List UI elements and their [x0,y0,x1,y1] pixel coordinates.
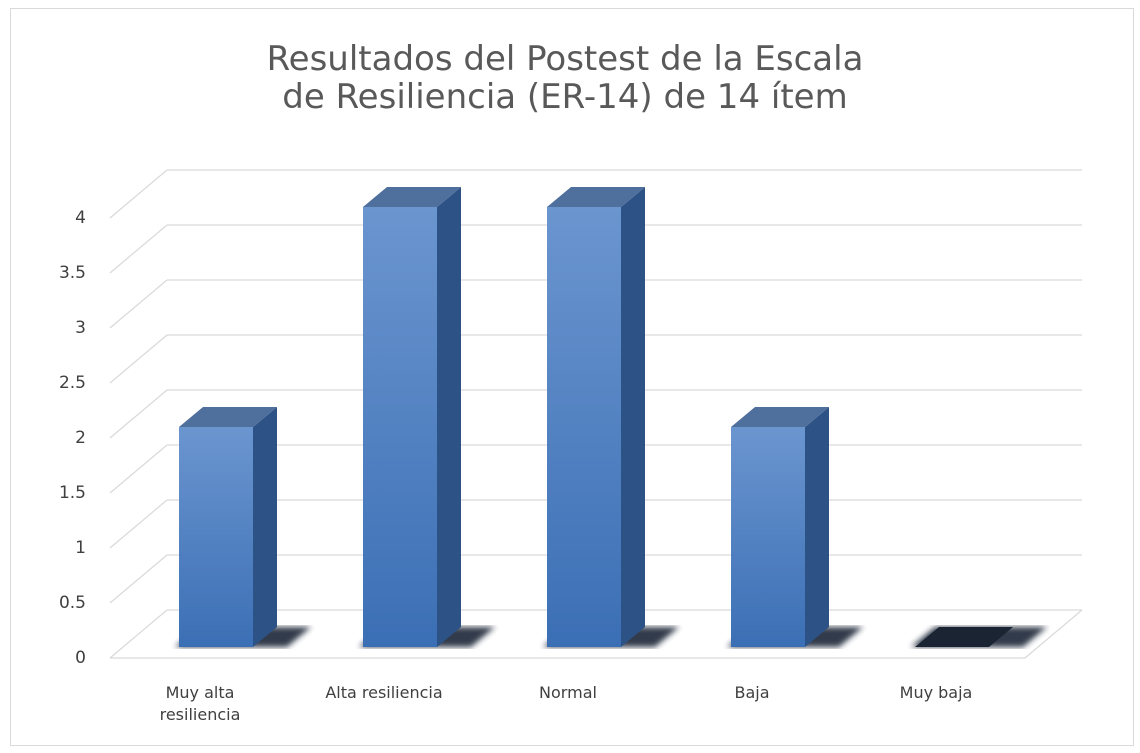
chart-title: Resultados del Postest de la Escala de R… [266,39,864,117]
grid-line-side [109,499,168,549]
x-tick-label: Muy alta resiliencia [159,683,241,724]
grid-line-side [109,389,168,439]
grid-line-side [109,279,168,329]
grid-line-side [109,444,168,494]
bar [543,187,679,647]
bar-side [253,407,277,647]
bar-side [437,187,461,647]
bar-front [363,207,437,647]
floor-right [1024,609,1083,659]
grid-line-side [109,169,168,219]
bar [727,407,863,647]
grid-line-side [109,334,168,384]
y-tick-label: 3 [75,318,86,338]
bar-top [731,407,829,427]
bar-top [179,407,277,427]
y-tick-label: 2 [75,428,86,448]
y-tick-label: 1.5 [59,483,86,503]
y-tick-label: 0.5 [59,593,86,613]
y-tick-label: 0 [75,648,86,668]
bar-front [179,427,253,647]
y-tick-label: 1 [75,538,86,558]
bar-top [547,187,645,207]
y-tick-label: 4 [75,208,86,228]
grid-line-side [109,224,168,274]
bar [175,407,311,647]
bar-front [547,207,621,647]
bar-front [731,427,805,647]
bar [911,627,1047,647]
grid-line-side [109,554,168,604]
bar-side [621,187,645,647]
bar-top [363,187,461,207]
bar-side [805,407,829,647]
chart-frame [10,8,1134,746]
grid-line-side [109,609,168,659]
y-tick-label: 3.5 [59,263,86,283]
y-tick-label: 2.5 [59,373,86,393]
x-tick-label: Muy baja [899,683,973,702]
x-tick-label: Normal [539,683,597,702]
x-tick-label: Alta resiliencia [325,683,443,702]
bar [359,187,495,647]
x-tick-label: Baja [734,683,770,702]
bar-top [915,627,1013,647]
